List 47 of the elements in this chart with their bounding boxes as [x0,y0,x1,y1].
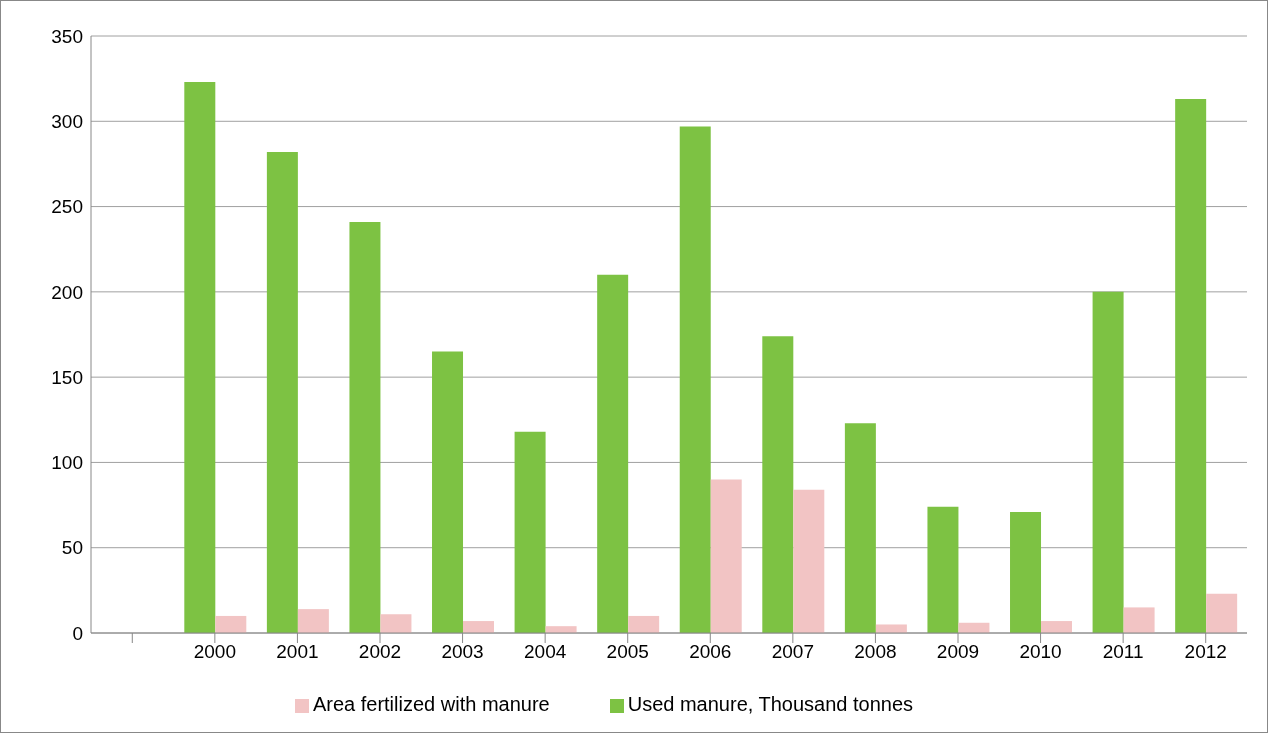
bar [463,621,495,633]
y-tick-label: 100 [51,452,83,474]
bar [1206,593,1238,633]
bar [266,151,298,633]
bar [1041,621,1073,633]
x-tick-label: 2007 [771,641,814,663]
bar [875,624,907,633]
bar [927,506,959,633]
x-tick-label: 2011 [1102,641,1144,663]
legend-label: Used manure, Thousand tonnes [627,693,914,715]
x-tick-label: 2012 [1184,641,1227,663]
legend-label: Area fertilized with manure [312,693,550,715]
x-tick-label: 2000 [193,641,236,663]
y-tick-label: 150 [51,366,83,388]
bar [514,431,546,633]
x-tick-label: 2008 [854,641,897,663]
bar [1010,511,1042,633]
x-tick-label: 2009 [936,641,980,663]
bar [380,614,412,633]
bar [432,351,464,633]
y-tick-label: 350 [51,25,83,47]
x-tick-label: 2002 [358,641,402,663]
bar [1123,607,1155,633]
y-tick-label: 250 [51,196,83,218]
y-tick-label: 0 [72,622,83,644]
bar [184,82,216,633]
y-tick-label: 200 [51,281,83,303]
x-tick-label: 2010 [1019,641,1062,663]
x-tick-label: 2001 [276,641,319,663]
bar [793,489,825,633]
bar [628,615,660,633]
y-tick-label: 300 [51,111,83,133]
x-tick-label: 2006 [689,641,732,663]
bar [297,609,329,633]
bar [215,615,247,633]
x-tick-label: 2005 [606,641,649,663]
bar [597,274,629,633]
bar [762,336,794,633]
bar [710,479,742,633]
bar [1092,291,1124,633]
y-tick-label: 50 [61,537,83,559]
x-tick-label: 2004 [524,641,567,663]
x-tick-label: 2003 [441,641,484,663]
bar [844,423,876,633]
bar [1175,99,1207,633]
bar [679,126,711,633]
bar [349,221,381,633]
